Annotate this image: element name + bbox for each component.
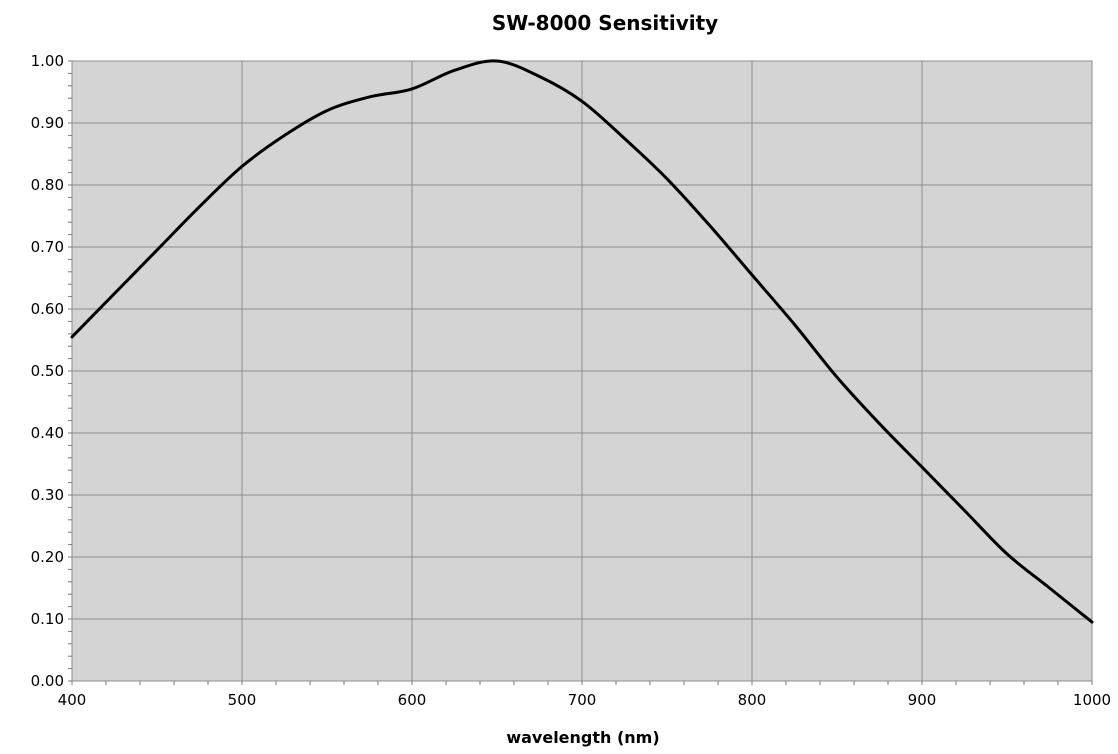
y-tick-label: 0.00 bbox=[31, 672, 64, 690]
y-tick-label: 1.00 bbox=[31, 52, 64, 70]
y-tick-label: 0.60 bbox=[31, 300, 64, 318]
x-tick-label: 500 bbox=[228, 691, 257, 709]
x-tick-label: 700 bbox=[568, 691, 597, 709]
y-tick-label: 0.20 bbox=[31, 548, 64, 566]
x-tick-label: 400 bbox=[58, 691, 87, 709]
y-tick-label: 0.40 bbox=[31, 424, 64, 442]
sensitivity-series-line bbox=[70, 59, 1094, 624]
minor-ticks bbox=[68, 60, 1093, 685]
chart-title: SW-8000 Sensitivity bbox=[492, 11, 718, 35]
x-tick-label: 600 bbox=[398, 691, 427, 709]
y-tick-label: 0.30 bbox=[31, 486, 64, 504]
x-axis-label: wavelength (nm) bbox=[506, 728, 659, 747]
x-tick-label: 900 bbox=[908, 691, 937, 709]
grid-lines bbox=[71, 60, 1093, 682]
series-layer bbox=[70, 59, 1094, 624]
y-tick-label: 0.70 bbox=[31, 238, 64, 256]
y-tick-label: 0.10 bbox=[31, 610, 64, 628]
x-axis-tick-labels: 400 500 600 700 800 900 1000 bbox=[58, 691, 1111, 709]
x-tick-label: 1000 bbox=[1073, 691, 1111, 709]
y-tick-label: 0.90 bbox=[31, 114, 64, 132]
y-tick-label: 0.50 bbox=[31, 362, 64, 380]
x-tick-label: 800 bbox=[738, 691, 767, 709]
y-axis-tick-labels: 0.00 0.10 0.20 0.30 0.40 0.50 0.60 0.70 0.80 0.90… bbox=[31, 52, 64, 690]
y-tick-label: 0.80 bbox=[31, 176, 64, 194]
